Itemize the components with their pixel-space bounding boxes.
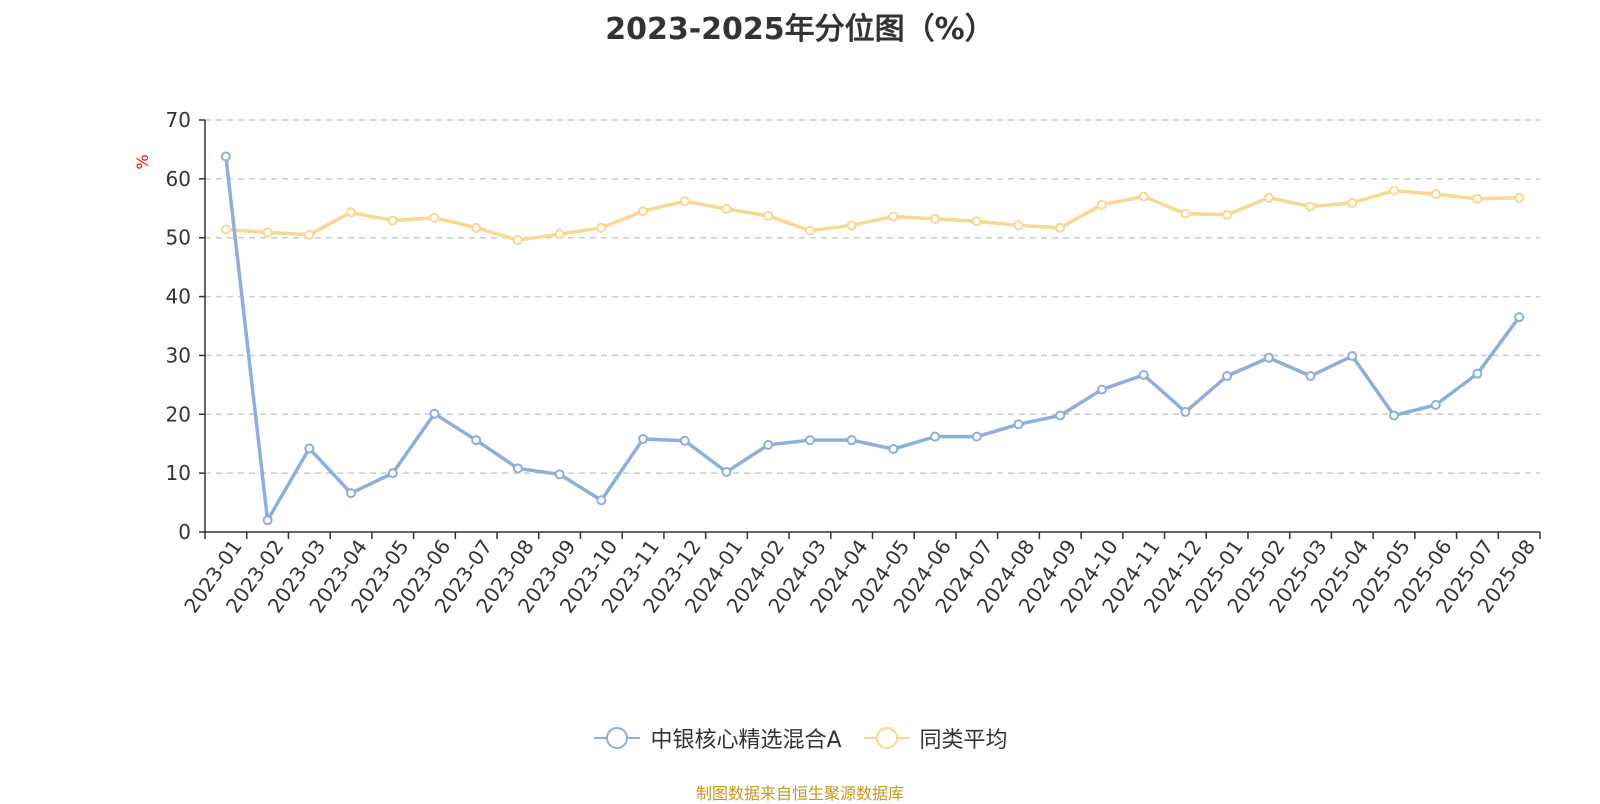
- data-point-1: [971, 216, 982, 227]
- data-point-1: [721, 203, 732, 214]
- data-point-1: [1222, 209, 1233, 220]
- data-point-0: [1347, 351, 1358, 362]
- data-point-0: [1222, 371, 1233, 382]
- data-point-0: [1514, 312, 1525, 323]
- data-point-1: [1096, 199, 1107, 210]
- series-line-1: [225, 188, 1520, 242]
- data-point-1: [346, 207, 357, 218]
- data-point-1: [888, 211, 899, 222]
- y-tick-label: 20: [166, 402, 191, 426]
- data-point-0: [763, 439, 774, 450]
- legend-label-average: 同类平均: [919, 728, 1008, 753]
- data-point-1: [804, 225, 815, 236]
- data-point-1: [220, 224, 231, 235]
- data-point-1: [930, 213, 941, 224]
- data-point-0: [429, 408, 440, 419]
- y-tick-label: 40: [166, 285, 191, 309]
- data-point-0: [304, 443, 315, 454]
- data-point-0: [1096, 384, 1107, 395]
- data-point-0: [888, 444, 899, 455]
- line-chart: 0102030405060702023-012023-022023-032023…: [133, 108, 1541, 617]
- data-point-0: [471, 435, 482, 446]
- y-tick-label: 60: [166, 167, 191, 191]
- data-point-1: [1514, 192, 1525, 203]
- data-point-1: [1347, 197, 1358, 208]
- data-point-0: [1388, 410, 1399, 421]
- data-point-1: [1055, 222, 1066, 233]
- data-point-1: [387, 215, 398, 226]
- data-point-1: [429, 212, 440, 223]
- data-point-0: [679, 435, 690, 446]
- y-tick-label: 30: [166, 343, 191, 367]
- series-line-0: [224, 156, 1521, 522]
- data-point-1: [262, 227, 273, 238]
- data-point-0: [512, 463, 523, 474]
- data-point-1: [554, 229, 565, 240]
- data-point-0: [930, 431, 941, 442]
- grid-lines: [205, 119, 1540, 474]
- data-point-0: [1055, 410, 1066, 421]
- data-point-0: [387, 468, 398, 479]
- data-point-0: [346, 488, 357, 499]
- data-point-0: [1305, 371, 1316, 382]
- legend-marker-fund: [594, 727, 641, 749]
- data-point-1: [1180, 208, 1191, 219]
- data-point-1: [1138, 191, 1149, 202]
- axes: 0102030405060702023-012023-022023-032023…: [166, 108, 1541, 617]
- data-point-0: [554, 469, 565, 480]
- data-point-0: [721, 466, 732, 477]
- data-point-0: [1013, 419, 1024, 430]
- data-point-1: [1305, 201, 1316, 212]
- data-point-1: [846, 220, 857, 231]
- data-point-0: [1138, 369, 1149, 380]
- data-point-1: [471, 222, 482, 233]
- data-point-1: [763, 210, 774, 221]
- y-axis-label: %: [133, 154, 152, 169]
- chart-title: 2023-2025年分位图（%）: [605, 12, 995, 47]
- y-tick-label: 70: [166, 108, 191, 132]
- legend-item-average[interactable]: 同类平均: [862, 722, 1008, 754]
- data-point-0: [1263, 352, 1274, 363]
- data-point-0: [220, 151, 231, 162]
- data-point-1: [1430, 189, 1441, 200]
- y-tick-label: 0: [178, 520, 191, 544]
- legend-label-fund: 中银核心精选混合A: [650, 728, 842, 753]
- data-point-0: [1180, 406, 1191, 417]
- data-point-1: [1263, 192, 1274, 203]
- data-point-0: [1430, 399, 1441, 410]
- data-point-1: [638, 206, 649, 217]
- legend-marker-average: [863, 727, 910, 749]
- legend-item-fund[interactable]: 中银核心精选混合A: [592, 722, 842, 754]
- data-source-note: 制图数据来自恒生聚源数据库: [695, 784, 904, 803]
- data-point-0: [971, 431, 982, 442]
- y-tick-label: 10: [166, 461, 191, 485]
- data-point-1: [1388, 185, 1399, 196]
- y-tick-label: 50: [166, 226, 191, 250]
- data-point-1: [596, 222, 607, 233]
- data-point-1: [304, 229, 315, 240]
- data-point-0: [596, 495, 607, 506]
- data-point-1: [1013, 220, 1024, 231]
- data-point-0: [262, 515, 273, 526]
- legend: 中银核心精选混合A 同类平均: [0, 722, 1600, 754]
- data-point-0: [1472, 368, 1483, 379]
- data-point-1: [512, 235, 523, 246]
- data-point-0: [638, 434, 649, 445]
- data-point-1: [679, 196, 690, 207]
- data-point-1: [1472, 193, 1483, 204]
- series-layer: [220, 151, 1525, 526]
- data-point-0: [804, 435, 815, 446]
- data-point-0: [846, 435, 857, 446]
